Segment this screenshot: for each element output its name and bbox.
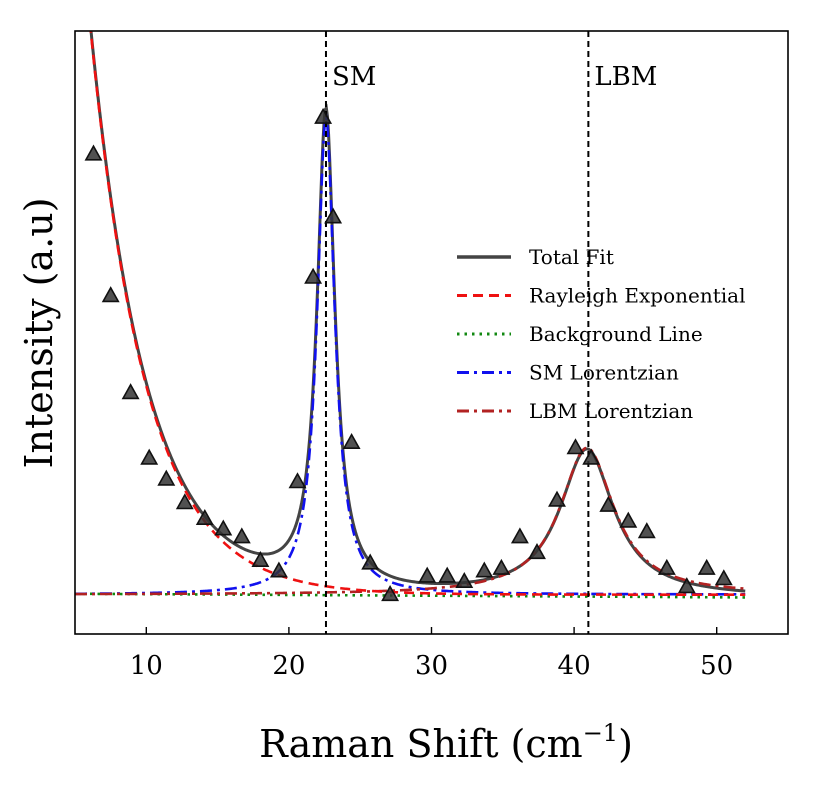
data-point [314, 107, 333, 124]
x-tick-label: 40 [558, 651, 591, 681]
data-point [548, 490, 566, 507]
x-tick-label: 30 [415, 651, 448, 681]
data-point [175, 493, 194, 510]
data-point [84, 144, 103, 161]
legend-label: Total Fit [529, 245, 614, 269]
x-tick-label: 50 [700, 651, 733, 681]
x-axis-ticks: 10 20 30 40 50 [130, 627, 733, 681]
data-point [140, 448, 159, 465]
data-point [269, 561, 288, 578]
data-points [84, 107, 733, 602]
data-point [697, 558, 716, 575]
data-point [251, 550, 270, 568]
y-axis-label: Intensity (a.u) [17, 197, 61, 468]
data-point [324, 207, 343, 224]
data-point [657, 558, 676, 575]
data-point [528, 543, 546, 560]
legend-label: Background Line [529, 322, 703, 346]
vline-annotations: SM LBM [332, 62, 657, 92]
data-point [566, 438, 585, 455]
data-point [214, 519, 233, 536]
data-point [637, 522, 656, 539]
sm-lorentzian-line [75, 114, 746, 596]
legend: Total Fit Rayleigh Exponential Background … [457, 245, 745, 423]
x-tick-label: 20 [272, 651, 305, 681]
data-point [619, 511, 638, 528]
x-axis-label: Raman Shift (cm−1) [259, 719, 633, 766]
data-point [232, 527, 251, 544]
data-point [582, 448, 601, 465]
data-point [304, 267, 323, 284]
data-point [455, 571, 474, 589]
data-point [492, 558, 511, 575]
data-point [599, 495, 618, 512]
data-point [418, 566, 437, 583]
total-fit-line [89, 31, 746, 593]
rayleigh-exponential-line [89, 31, 746, 596]
data-point [510, 527, 529, 544]
fit-curves [75, 31, 746, 599]
data-point [342, 432, 361, 450]
data-point [195, 508, 214, 526]
legend-label: LBM Lorentzian [529, 399, 693, 423]
legend-label: Rayleigh Exponential [529, 284, 745, 308]
data-point [361, 553, 380, 570]
reference-lines [324, 31, 590, 634]
data-point [475, 561, 494, 578]
data-point [714, 569, 733, 586]
vline-label-sm: SM [332, 62, 376, 92]
data-point [288, 472, 307, 489]
data-point [677, 577, 696, 594]
data-point [157, 469, 176, 486]
data-point [381, 585, 400, 602]
data-point [121, 383, 140, 400]
data-point [438, 566, 457, 583]
x-tick-label: 10 [130, 651, 163, 681]
legend-label: SM Lorentzian [529, 361, 679, 385]
vline-label-lbm: LBM [594, 62, 657, 92]
data-point [101, 286, 120, 303]
lbm-lorentzian-line [75, 446, 746, 596]
